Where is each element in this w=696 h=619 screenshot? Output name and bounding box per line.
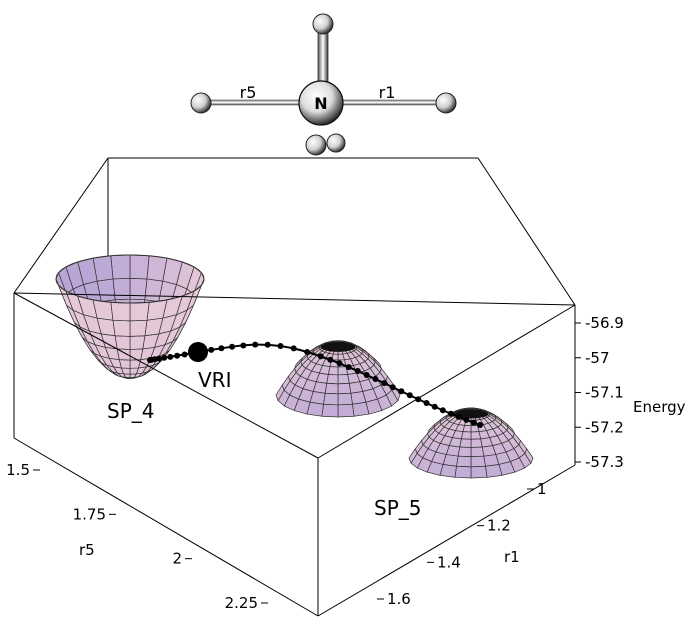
path-point bbox=[447, 410, 454, 417]
r1-tick-label: 1.4 bbox=[437, 553, 461, 571]
path-point bbox=[181, 351, 188, 358]
path-point bbox=[463, 416, 470, 423]
path-point bbox=[455, 413, 462, 420]
path-point bbox=[317, 353, 324, 360]
nitrogen-label: N bbox=[314, 94, 327, 113]
hydrogen-atom-right bbox=[435, 92, 457, 114]
path-point bbox=[264, 341, 271, 348]
vri-label: VRI bbox=[198, 368, 231, 392]
path-point bbox=[252, 341, 259, 348]
path-point bbox=[439, 407, 446, 414]
path-point bbox=[470, 419, 477, 426]
surface-sp5-dome bbox=[275, 340, 401, 418]
r1-tick-label: 1.2 bbox=[487, 517, 511, 535]
path-point bbox=[229, 343, 236, 350]
vri-marker bbox=[188, 342, 208, 362]
surface-third-dome bbox=[408, 407, 534, 479]
surface-sp4-bowl bbox=[55, 254, 205, 379]
bond-label-r5: r5 bbox=[240, 83, 257, 102]
path-point bbox=[240, 342, 247, 349]
path-point bbox=[372, 376, 379, 383]
r1-axis-label: r1 bbox=[504, 548, 520, 566]
path-point bbox=[155, 355, 162, 362]
energy-tick-label: -57.3 bbox=[585, 453, 624, 471]
energy-tick-label: -57.2 bbox=[585, 418, 624, 436]
hydrogen-atom-left bbox=[190, 92, 212, 114]
path-point bbox=[174, 352, 181, 359]
path-point bbox=[363, 371, 370, 378]
energy-axis: -56.9 -57 -57.1 -57.2 -57.3 bbox=[574, 314, 624, 471]
bond-label-r1: r1 bbox=[379, 83, 396, 102]
r5-tick-label: 2.25 bbox=[225, 594, 258, 612]
energy-tick-label: -57.1 bbox=[585, 384, 624, 402]
r1-tick-label: 1.6 bbox=[387, 590, 411, 608]
path-point bbox=[304, 348, 311, 355]
sp5-label: SP_5 bbox=[374, 496, 421, 520]
path-point bbox=[345, 364, 352, 371]
reaction-path bbox=[149, 343, 481, 426]
path-point bbox=[208, 346, 215, 353]
r5-tick-label: 1.5 bbox=[6, 461, 30, 479]
path-point bbox=[477, 422, 483, 428]
path-point bbox=[398, 388, 405, 395]
path-point bbox=[431, 403, 438, 410]
path-point bbox=[167, 353, 174, 360]
hydrogen-atom-top bbox=[312, 13, 334, 35]
path-point bbox=[277, 342, 284, 349]
path-point bbox=[161, 354, 168, 361]
energy-surfaces bbox=[55, 254, 534, 479]
hydrogen-atom-back-1 bbox=[305, 134, 327, 156]
nitrogen-atom bbox=[298, 80, 344, 126]
r5-axis: 1.5 1.75 2 2.25 bbox=[6, 461, 268, 612]
r5-tick-label: 2 bbox=[172, 550, 182, 568]
path-point bbox=[336, 360, 343, 367]
path-point bbox=[327, 356, 334, 363]
path-point bbox=[218, 345, 225, 352]
sp4-label: SP_4 bbox=[107, 399, 154, 423]
energy-tick-label: -57 bbox=[585, 349, 610, 367]
r1-axis: 1 1.2 1.4 1.6 bbox=[377, 480, 547, 608]
energy-tick-label: -56.9 bbox=[585, 314, 624, 332]
path-point bbox=[406, 392, 413, 399]
path-point bbox=[290, 345, 297, 352]
path-point bbox=[389, 384, 396, 391]
path-point bbox=[381, 380, 388, 387]
r5-tick-label: 1.75 bbox=[73, 505, 106, 523]
molecule-diagram: N r5 r1 bbox=[190, 13, 457, 156]
hydrogen-atom-back-2 bbox=[326, 133, 346, 153]
r1-tick-label: 1 bbox=[537, 480, 547, 498]
path-point bbox=[354, 367, 361, 374]
energy-axis-label: Energy bbox=[633, 398, 686, 416]
path-point bbox=[423, 400, 430, 407]
r5-axis-label: r5 bbox=[79, 541, 95, 559]
